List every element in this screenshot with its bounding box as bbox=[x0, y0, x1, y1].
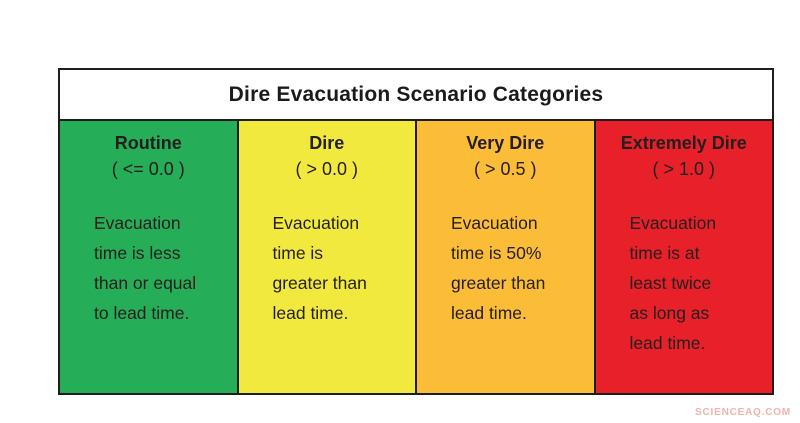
category-name: Routine bbox=[114, 133, 182, 153]
category-description: Evacuation time is greater than lead tim… bbox=[272, 213, 367, 323]
category-name: Extremely Dire bbox=[620, 133, 747, 153]
category-column-very-dire: Very Dire ( > 0.5 ) Evacuation time is 5… bbox=[417, 121, 596, 393]
table-title: Dire Evacuation Scenario Categories bbox=[228, 82, 604, 106]
category-column-routine: Routine ( <= 0.0 ) Evacuation time is le… bbox=[60, 121, 239, 393]
category-description: Evacuation time is at least twice as lon… bbox=[629, 213, 717, 353]
category-description: Evacuation time is 50% greater than lead… bbox=[451, 213, 546, 323]
category-threshold: ( > 1.0 ) bbox=[652, 159, 716, 179]
category-name: Very Dire bbox=[466, 133, 545, 153]
category-threshold: ( > 0.0 ) bbox=[295, 159, 359, 179]
watermark: SCIENCEAQ.COM bbox=[695, 407, 791, 418]
category-threshold: ( > 0.5 ) bbox=[473, 159, 537, 179]
category-description: Evacuation time is less than or equal to… bbox=[94, 213, 197, 323]
evacuation-categories-table: Dire Evacuation Scenario Categories Rout… bbox=[58, 68, 774, 395]
category-column-extremely-dire: Extremely Dire ( > 1.0 ) Evacuation time… bbox=[595, 121, 772, 393]
table-title-row: Dire Evacuation Scenario Categories bbox=[60, 70, 772, 121]
category-column-dire: Dire ( > 0.0 ) Evacuation time is greate… bbox=[238, 121, 417, 393]
category-threshold: ( <= 0.0 ) bbox=[111, 159, 185, 179]
category-columns: Routine ( <= 0.0 ) Evacuation time is le… bbox=[60, 121, 772, 393]
category-name: Dire bbox=[309, 133, 345, 153]
